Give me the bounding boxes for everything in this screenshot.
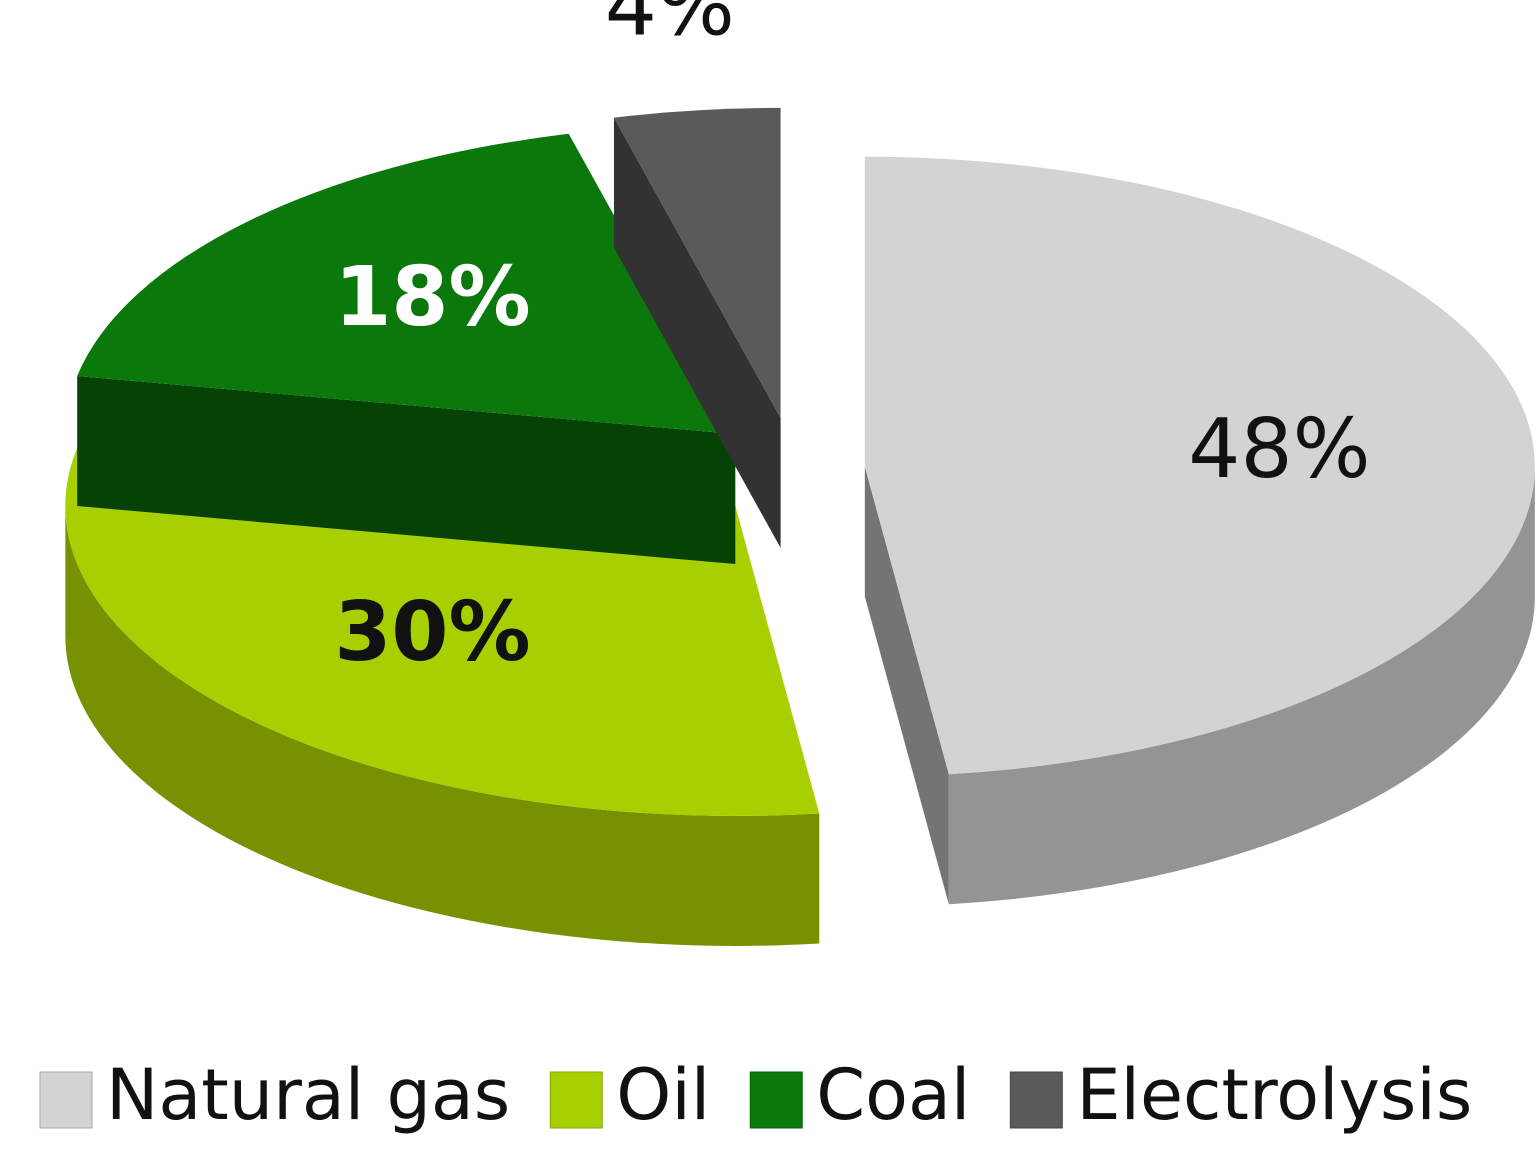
slice [77, 133, 736, 435]
data-label: 4% [605, 0, 735, 54]
data-label: 30% [334, 585, 530, 680]
data-label: 18% [334, 250, 530, 345]
legend-label: Electrolysis [1076, 1054, 1472, 1136]
slice [864, 156, 1535, 775]
slice-side [864, 466, 949, 905]
slice-side [65, 505, 820, 946]
data-label: 48% [1188, 402, 1370, 497]
slice [613, 107, 781, 418]
slice-side [77, 375, 736, 565]
legend-label: Oil [616, 1054, 710, 1136]
legend-label: Natural gas [106, 1054, 510, 1136]
slice-side [948, 466, 1535, 905]
legend-swatch [39, 1071, 93, 1129]
legend-swatch [749, 1071, 803, 1129]
slice-side [613, 117, 781, 548]
legend-swatch [1009, 1071, 1063, 1129]
legend-swatch [549, 1071, 603, 1129]
legend-label: Coal [816, 1054, 970, 1136]
